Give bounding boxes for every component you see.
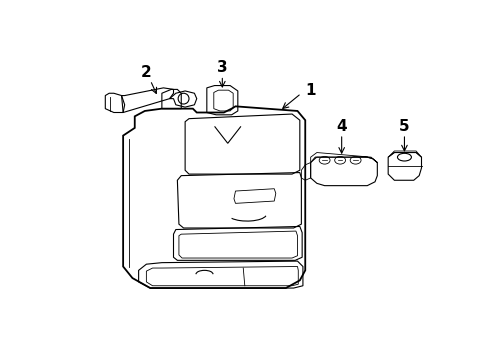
Text: 2: 2: [141, 65, 151, 80]
Text: 4: 4: [336, 119, 346, 134]
Text: 1: 1: [305, 84, 315, 98]
Text: 3: 3: [217, 60, 227, 75]
Text: 5: 5: [398, 119, 409, 134]
